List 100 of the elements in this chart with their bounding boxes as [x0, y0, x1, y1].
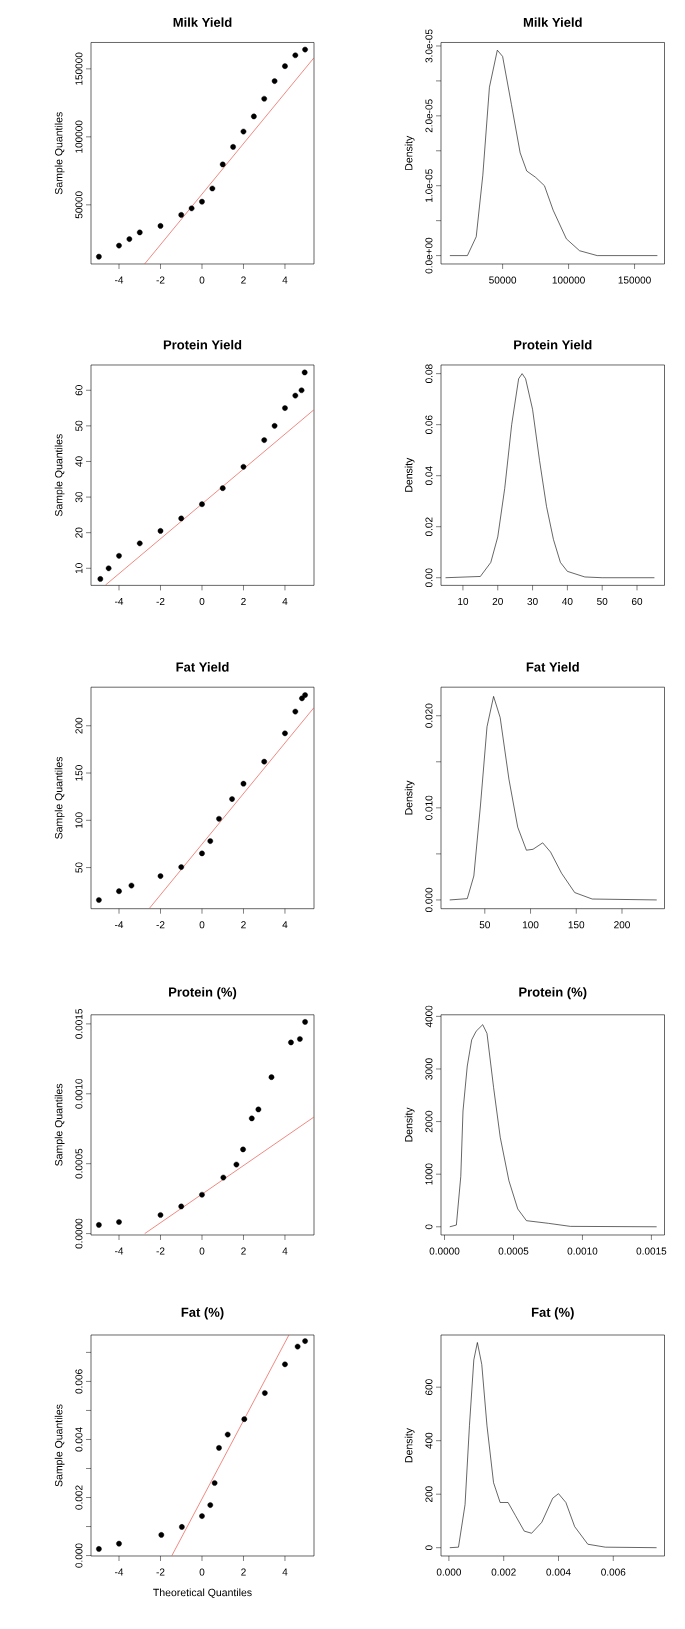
- point: [282, 405, 288, 411]
- x-tick-label: 2: [241, 1247, 246, 1255]
- x-tick-label: -2: [156, 1247, 165, 1255]
- y-tick-label: 0.0e+00: [425, 237, 433, 274]
- x-tick-label: 40: [562, 597, 573, 605]
- y-tick-label: 20: [75, 527, 83, 538]
- x-tick-label: -4: [115, 921, 124, 929]
- point: [282, 730, 288, 737]
- point: [248, 1115, 255, 1122]
- point: [251, 113, 257, 120]
- point: [128, 882, 135, 889]
- x-tick-label: 20: [492, 597, 503, 605]
- point: [116, 553, 122, 559]
- point: [282, 1361, 288, 1368]
- y-tick-label: 0.04: [425, 466, 433, 486]
- x-tick-label: -4: [115, 276, 124, 284]
- x-tick-label: 150000: [618, 276, 651, 284]
- x-tick-label: 150: [568, 921, 585, 929]
- x-tick-label: 0.002: [491, 1568, 516, 1576]
- x-tick-label: -4: [115, 1247, 124, 1255]
- x-tick-label: 4: [282, 1568, 288, 1576]
- point: [241, 1416, 248, 1422]
- x-tick-label: 4: [282, 1247, 288, 1255]
- point: [292, 52, 299, 59]
- y-tick-label: 150000: [75, 52, 83, 85]
- line-series: [449, 49, 658, 256]
- x-tick-label: 100000: [552, 276, 585, 284]
- line-series: [449, 696, 658, 901]
- point: [216, 815, 222, 822]
- line-series: [445, 373, 655, 579]
- point: [292, 708, 299, 715]
- y-axis-title: Sample Quantiles: [54, 756, 65, 839]
- y-tick-label: 400: [425, 1432, 433, 1449]
- chart-title: Fat Yield: [176, 662, 229, 672]
- y-axis-title: Density: [404, 135, 415, 170]
- point: [116, 1219, 122, 1225]
- point: [178, 515, 185, 522]
- chart-title: Fat (%): [181, 1307, 224, 1320]
- y-axis-title: Density: [404, 1428, 415, 1463]
- point: [219, 161, 226, 168]
- y-tick-label: 0.020: [425, 703, 433, 728]
- chart-title: Fat Yield: [526, 662, 579, 672]
- chart-title: Protein Yield: [514, 339, 592, 350]
- point: [292, 392, 299, 399]
- point: [262, 1390, 268, 1396]
- x-tick-label: 50: [597, 597, 608, 605]
- point: [261, 758, 268, 765]
- point: [199, 1191, 205, 1198]
- y-tick-label: 50: [75, 862, 83, 873]
- y-tick-label: 4000: [425, 1005, 433, 1028]
- y-tick-label: 2000: [425, 1110, 433, 1133]
- y-axis-title: Sample Quantiles: [54, 1083, 65, 1166]
- point: [268, 1074, 275, 1080]
- point: [240, 128, 247, 135]
- point: [136, 540, 143, 547]
- point: [302, 692, 308, 698]
- point: [207, 1502, 214, 1508]
- chart-title: Fat (%): [531, 1307, 574, 1320]
- point: [233, 1161, 240, 1168]
- point: [96, 1222, 102, 1228]
- point: [298, 387, 305, 394]
- x-tick-label: 2: [241, 921, 246, 929]
- x-tick-label: 0: [199, 1247, 205, 1255]
- x-tick-label: 0.0015: [636, 1247, 667, 1255]
- y-tick-label: 50000: [75, 191, 83, 219]
- y-tick-label: 600: [425, 1379, 433, 1396]
- point: [261, 95, 268, 102]
- y-tick-label: 0.08: [425, 364, 433, 383]
- x-tick-label: 4: [282, 921, 288, 929]
- point: [240, 1146, 246, 1153]
- x-tick-label: 0.0005: [498, 1247, 529, 1255]
- y-axis-title: Sample Quantiles: [54, 112, 65, 195]
- point: [209, 185, 216, 192]
- y-tick-label: 150: [75, 765, 83, 781]
- y-tick-label: 200: [425, 1486, 433, 1503]
- point: [299, 695, 305, 702]
- point: [240, 464, 247, 470]
- line-series: [449, 1342, 657, 1548]
- y-tick-label: 0.06: [425, 415, 433, 435]
- x-tick-label: 0: [199, 1568, 205, 1576]
- point: [199, 1513, 205, 1519]
- point: [294, 1343, 301, 1350]
- x-tick-label: -4: [115, 1568, 124, 1576]
- point: [240, 780, 247, 787]
- chart-title: Protein (%): [169, 987, 237, 1000]
- y-tick-label: 200: [75, 717, 83, 734]
- x-tick-label: 200: [614, 921, 630, 929]
- chart-title: Milk Yield: [523, 17, 582, 27]
- y-tick-label: 60: [75, 385, 83, 396]
- y-tick-label: 3.0e-05: [425, 29, 433, 63]
- point: [282, 63, 288, 69]
- y-tick-label: 0: [425, 1224, 433, 1230]
- point: [230, 144, 236, 150]
- point: [116, 888, 122, 894]
- point: [157, 223, 164, 229]
- point: [211, 1480, 218, 1486]
- x-tick-label: 4: [282, 276, 288, 284]
- point: [157, 528, 164, 534]
- point: [271, 78, 278, 84]
- point: [229, 796, 235, 802]
